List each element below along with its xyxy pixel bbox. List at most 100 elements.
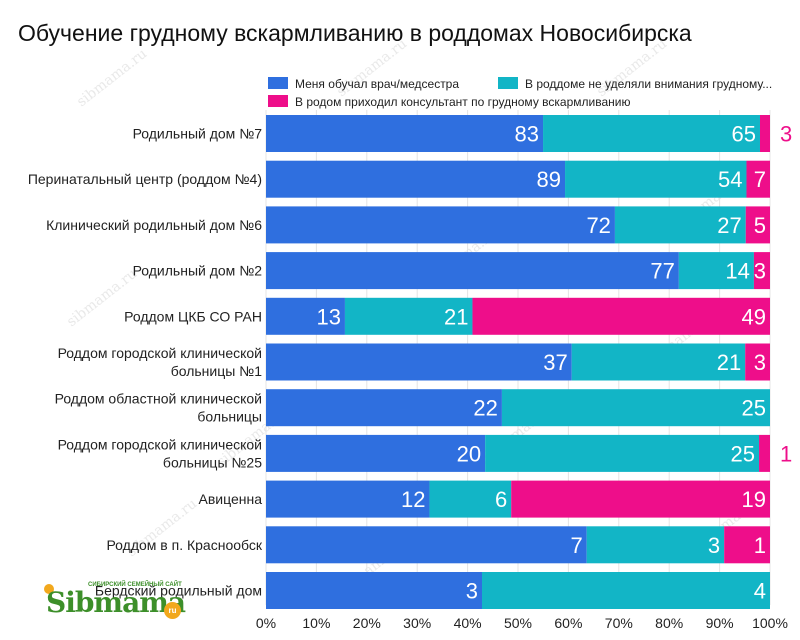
data-label: 77 xyxy=(650,259,674,284)
data-label: 7 xyxy=(754,167,766,192)
legend-label: В роддоме не уделяли внимания грудному..… xyxy=(525,77,772,91)
bar-segment xyxy=(746,160,770,198)
bar-segment xyxy=(266,252,679,290)
data-label: 6 xyxy=(495,487,507,512)
x-tick-label: 40% xyxy=(454,615,482,631)
category-label: Родильный дом №2 xyxy=(133,263,263,279)
bar-segment xyxy=(543,115,760,152)
legend-swatch xyxy=(268,95,288,107)
data-label-outside: 3 xyxy=(780,122,792,147)
bar-segment xyxy=(266,480,430,518)
data-label: 5 xyxy=(754,213,766,238)
bar-segment xyxy=(571,343,746,381)
logo-ru-badge: ru xyxy=(164,602,181,619)
bar-segment xyxy=(482,572,770,609)
x-tick-label: 80% xyxy=(655,615,683,631)
bar-segment xyxy=(266,389,502,427)
bar-segment xyxy=(266,297,345,335)
data-label: 20 xyxy=(457,441,481,466)
x-tick-label: 70% xyxy=(605,615,633,631)
data-label: 89 xyxy=(537,167,561,192)
data-label: 22 xyxy=(473,396,497,421)
data-label: 25 xyxy=(742,396,766,421)
bar-segment xyxy=(678,252,754,290)
data-label: 1 xyxy=(754,533,766,558)
bar-segment xyxy=(429,480,512,518)
category-label: больницы №1 xyxy=(171,363,263,379)
data-label: 3 xyxy=(466,579,478,604)
category-label: Клинический родильный дом №6 xyxy=(46,217,262,233)
bar-segment xyxy=(472,297,770,335)
legend-swatch xyxy=(498,77,518,89)
bar-segment xyxy=(344,297,473,335)
category-label: больницы xyxy=(197,409,262,425)
data-label: 49 xyxy=(742,304,766,329)
data-label: 3 xyxy=(708,533,720,558)
legend-label: В родом приходил консультант по грудному… xyxy=(295,95,630,109)
bar-segment xyxy=(266,343,572,381)
category-label: Бердский родильный дом xyxy=(95,583,262,599)
data-label: 54 xyxy=(718,167,742,192)
bar-segment xyxy=(266,115,544,152)
bar-segment xyxy=(266,434,486,472)
category-label: больницы №25 xyxy=(163,454,262,470)
bar-segment xyxy=(614,206,746,244)
x-tick-label: 90% xyxy=(706,615,734,631)
bar-segment xyxy=(485,434,760,472)
category-label: Авиценна xyxy=(199,491,263,507)
site-logo[interactable]: Sibmama СИБИРСКИЙ СЕМЕЙНЫЙ САЙТ ru xyxy=(40,582,190,630)
bar-segment xyxy=(586,526,725,564)
bar-segment xyxy=(266,160,566,198)
data-label: 21 xyxy=(444,304,468,329)
chart-title: Обучение грудному вскармливанию в роддом… xyxy=(18,20,692,46)
data-label: 13 xyxy=(316,304,340,329)
x-tick-label: 60% xyxy=(554,615,582,631)
logo-subtitle: СИБИРСКИЙ СЕМЕЙНЫЙ САЙТ xyxy=(88,582,182,588)
category-label: Роддом областной клинической xyxy=(55,391,262,407)
x-tick-label: 30% xyxy=(403,615,431,631)
bar-segment xyxy=(759,434,770,472)
bar-segment xyxy=(565,160,747,198)
data-label: 65 xyxy=(732,122,756,147)
legend-swatch xyxy=(268,77,288,89)
category-label: Перинатальный центр (роддом №4) xyxy=(28,171,262,187)
data-label: 12 xyxy=(401,487,425,512)
bar-segment xyxy=(724,526,770,564)
bar-segment xyxy=(745,206,770,244)
data-label: 3 xyxy=(754,350,766,375)
x-tick-label: 100% xyxy=(752,615,788,631)
category-label: Роддом ЦКБ СО РАН xyxy=(124,308,262,324)
data-label-outside: 1 xyxy=(780,441,792,466)
bar-segment xyxy=(511,480,770,518)
data-label: 19 xyxy=(742,487,766,512)
category-label: Роддом в п. Краснообск xyxy=(106,537,262,553)
data-label: 83 xyxy=(515,122,539,147)
x-tick-label: 10% xyxy=(302,615,330,631)
data-label: 14 xyxy=(725,259,749,284)
category-label: Родильный дом №7 xyxy=(133,126,263,142)
data-label: 4 xyxy=(754,579,766,604)
data-label: 27 xyxy=(717,213,741,238)
x-tick-label: 0% xyxy=(256,615,276,631)
legend-label: Меня обучал врач/медсестра xyxy=(295,77,459,91)
bar-segment xyxy=(753,252,770,290)
bar-segment xyxy=(501,389,770,427)
logo-text: Sibmama xyxy=(46,586,186,619)
data-label: 72 xyxy=(586,213,610,238)
bar-segment xyxy=(266,206,615,244)
bar-segment xyxy=(266,572,482,609)
bar-segment xyxy=(759,115,770,152)
x-tick-label: 50% xyxy=(504,615,532,631)
data-label: 25 xyxy=(731,441,755,466)
bar-segment xyxy=(745,343,770,381)
category-label: Роддом городской клинической xyxy=(58,436,262,452)
data-label: 3 xyxy=(754,259,766,284)
bar-segment xyxy=(266,526,587,564)
data-label: 7 xyxy=(570,533,582,558)
category-label: Роддом городской клинической xyxy=(58,345,262,361)
x-tick-label: 20% xyxy=(353,615,381,631)
logo-dot-icon xyxy=(44,584,54,594)
data-label: 37 xyxy=(543,350,567,375)
data-label: 21 xyxy=(717,350,741,375)
